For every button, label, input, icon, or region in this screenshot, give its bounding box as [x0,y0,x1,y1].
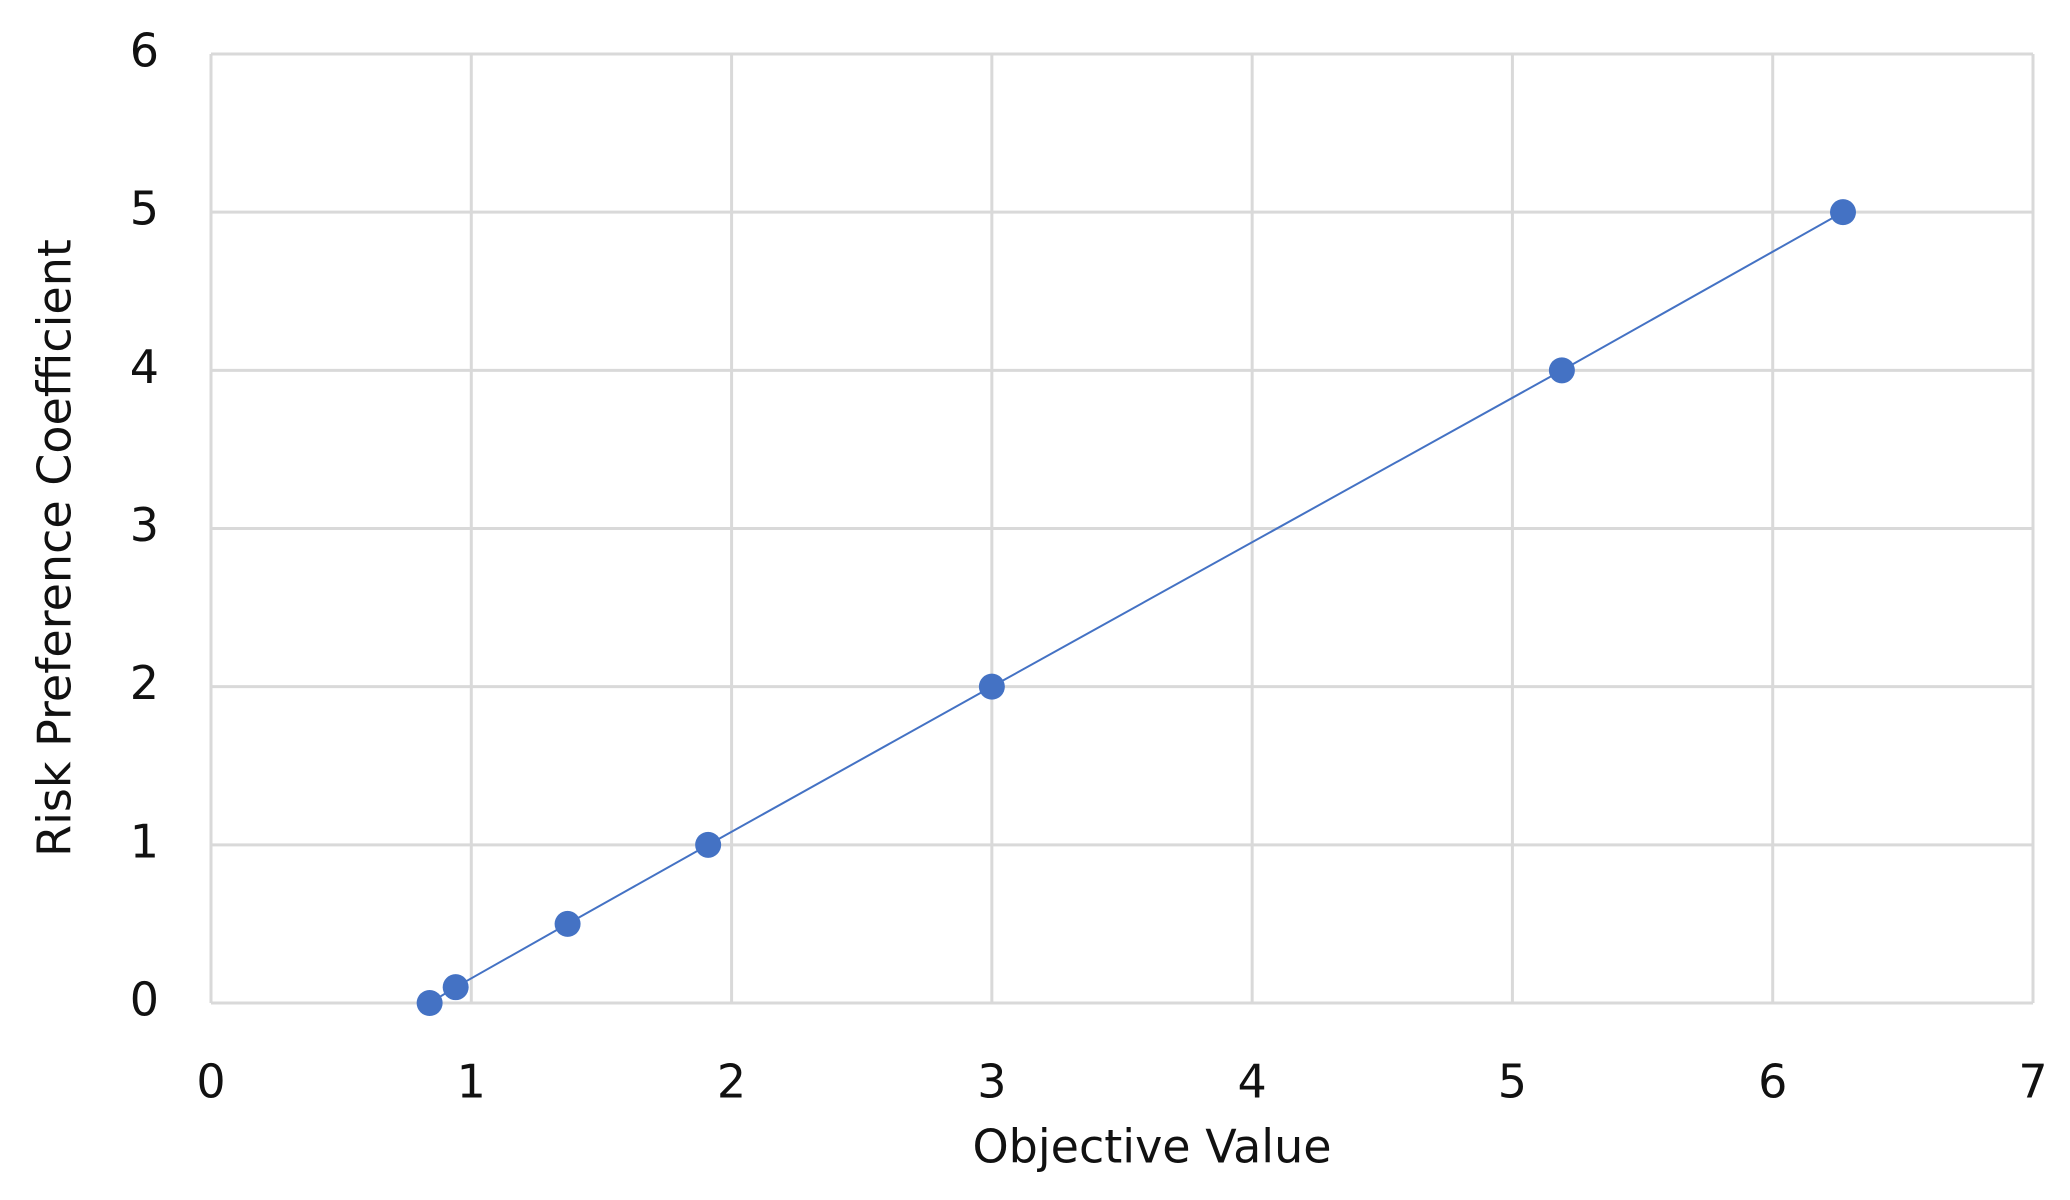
data-point [442,974,469,1001]
data-point [1548,357,1575,384]
x-tick-label: 0 [196,1055,225,1109]
x-tick-label: 6 [1758,1055,1787,1109]
y-tick-label: 4 [130,340,159,394]
data-point [554,910,581,937]
x-tick-label: 4 [1238,1055,1267,1109]
x-tick-label: 1 [457,1055,486,1109]
x-tick-label: 7 [2018,1055,2047,1109]
y-tick-label: 0 [130,973,159,1027]
series-line [429,211,1844,1004]
data-point [416,990,443,1016]
x-axis-title: Objective Value [972,1120,1331,1174]
y-tick-label: 1 [130,814,159,868]
x-tick-label: 5 [1498,1055,1527,1109]
x-tick-label: 2 [717,1055,746,1109]
x-tick-label: 3 [977,1055,1006,1109]
data-point [695,831,722,858]
data-point [1829,199,1856,226]
y-tick-label: 6 [130,24,159,78]
y-tick-label: 2 [130,656,159,710]
y-tick-label: 3 [130,498,159,552]
data-point [978,673,1005,700]
y-tick-label: 5 [130,182,159,236]
y-axis-title: Risk Preference Coefficient [28,239,82,857]
